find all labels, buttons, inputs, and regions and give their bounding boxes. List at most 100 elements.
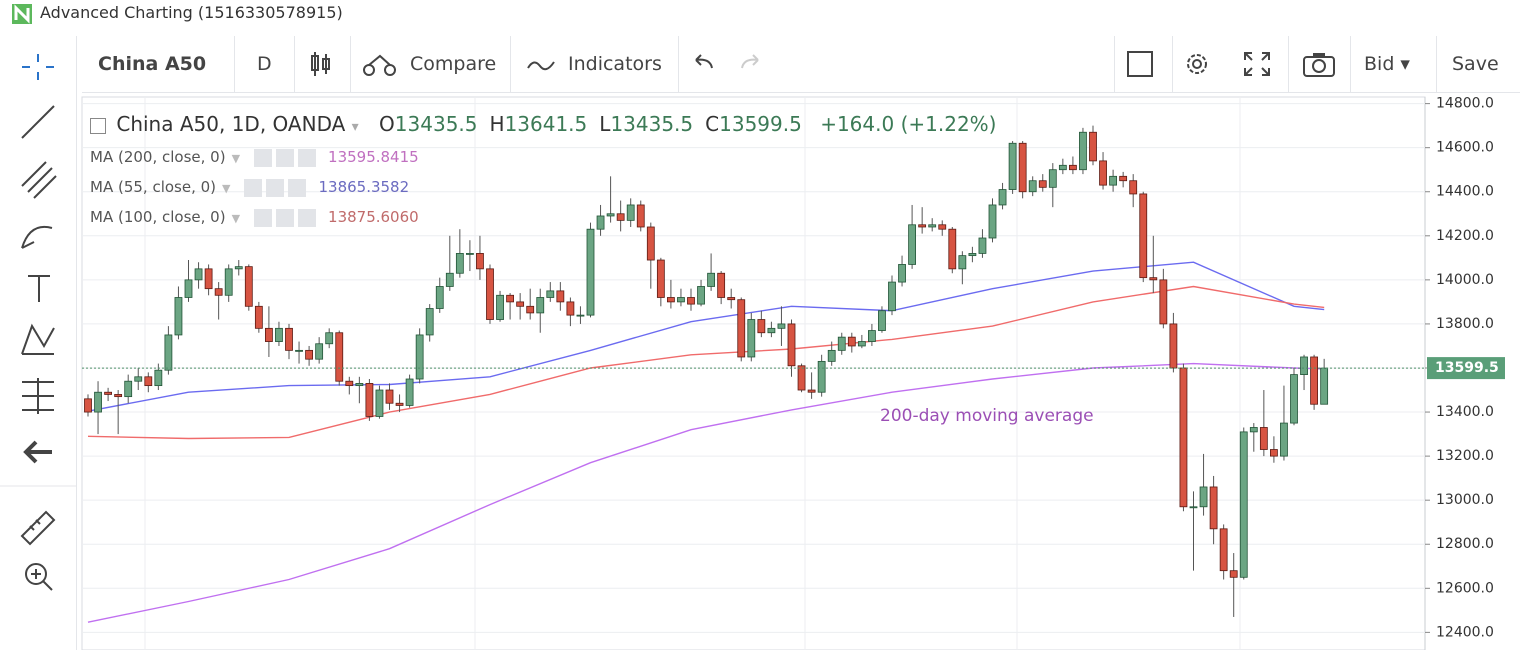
candle-body <box>1179 367 1188 508</box>
candle-body <box>1139 193 1148 279</box>
ohlc-value: 13599.5 <box>719 112 802 136</box>
settings-button[interactable] <box>1182 50 1212 78</box>
candle-body <box>1159 279 1168 325</box>
fib-tool[interactable] <box>21 161 57 199</box>
candle-body <box>435 286 444 309</box>
candle-body <box>878 310 886 331</box>
candle-body <box>1249 427 1258 433</box>
candle-body <box>1058 164 1067 171</box>
symbol[interactable]: China A50 <box>98 53 207 75</box>
candle-body <box>445 272 454 287</box>
y-tick-label: 14400.0 <box>1436 184 1494 200</box>
compare-button[interactable]: Compare <box>410 53 497 75</box>
legend-dropdown: ▼ <box>222 182 231 195</box>
candle-body <box>476 253 484 270</box>
candle-body <box>857 341 866 347</box>
last-price-box <box>1427 357 1505 380</box>
price-type[interactable]: Bid <box>1364 53 1395 75</box>
candle-body <box>968 253 977 257</box>
candle-body <box>1320 367 1329 405</box>
candle-body <box>1069 164 1077 171</box>
snapshot-button[interactable] <box>1302 50 1336 78</box>
y-tick-label: 13400.0 <box>1436 404 1494 420</box>
separator <box>1172 36 1173 92</box>
measure-tool[interactable] <box>22 378 54 414</box>
indicators-button[interactable]: Indicators <box>568 53 662 75</box>
candle-body <box>998 189 1007 206</box>
candle-body <box>345 380 354 387</box>
candle-body <box>1149 277 1158 281</box>
candle-body <box>667 297 675 303</box>
price-type-button[interactable]: Bid ▾ <box>1364 53 1410 75</box>
separator <box>350 36 351 92</box>
save-button[interactable]: Save <box>1452 53 1499 75</box>
separator <box>678 36 679 92</box>
hide-tool[interactable] <box>23 440 52 464</box>
candle-body <box>868 330 876 342</box>
fullscreen-box[interactable] <box>1126 50 1156 78</box>
candle-body <box>1229 570 1238 578</box>
candle-body <box>194 268 203 281</box>
y-tick-label: 14600.0 <box>1436 140 1494 156</box>
ohlc: O13435.5 H13641.5 L13435.5 C13599.5 <box>379 112 814 136</box>
candle-body <box>948 228 957 270</box>
candle-body <box>556 290 565 303</box>
candle-body <box>395 402 404 406</box>
candle-type-button[interactable] <box>308 50 334 78</box>
maximize-button[interactable] <box>1242 50 1272 78</box>
candle-body <box>586 228 595 316</box>
candle-body <box>315 343 324 360</box>
dropdown[interactable]: ▾ <box>351 119 359 135</box>
crosshair-tool[interactable] <box>22 54 54 80</box>
legend-icon <box>244 178 263 197</box>
candle-body <box>1038 180 1047 188</box>
candle-body <box>1028 180 1037 193</box>
candle-body <box>204 268 213 290</box>
trendline-tool[interactable] <box>21 105 55 139</box>
candle-body <box>496 294 504 320</box>
candle-body <box>84 398 92 413</box>
undo-redo[interactable] <box>692 52 762 76</box>
collapse-box[interactable] <box>90 117 106 134</box>
ruler-tool[interactable] <box>20 510 56 546</box>
y-tick-label: 14800.0 <box>1436 96 1494 112</box>
candle-body <box>114 394 123 398</box>
ohlc-value: 13641.5 <box>504 112 588 136</box>
candle-body <box>405 378 414 406</box>
candle-body <box>737 299 746 358</box>
pattern-tool[interactable] <box>21 323 55 355</box>
candle-body <box>626 204 635 221</box>
candle-body <box>1310 356 1318 405</box>
candle-body <box>1259 427 1268 450</box>
candle-body <box>807 389 816 393</box>
legend-icon <box>276 208 295 227</box>
candle-body <box>707 272 715 287</box>
candle-body <box>275 327 283 342</box>
window-title: Advanced Charting (1516330578915) <box>40 3 343 22</box>
candle-body <box>697 286 705 305</box>
candle-body <box>1119 175 1128 182</box>
candle-body <box>104 391 112 395</box>
legend-icon <box>298 148 317 167</box>
text-tool[interactable] <box>28 275 50 302</box>
legend-value: 13595.8415 <box>328 148 419 166</box>
candle-body <box>827 349 836 362</box>
candle-body <box>234 266 243 270</box>
app-icon <box>12 4 32 24</box>
candle-body <box>717 272 726 298</box>
interval[interactable]: D <box>257 53 272 75</box>
candle-body <box>355 383 364 387</box>
separator <box>1114 36 1115 92</box>
zoom-tool[interactable] <box>25 563 47 585</box>
y-tick-label: 12600.0 <box>1436 580 1494 596</box>
chart-title: China A50, 1D, OANDA <box>116 112 346 136</box>
ohlc-value: 13435.5 <box>394 112 478 136</box>
candle-body <box>506 294 515 303</box>
candle-body <box>777 323 786 329</box>
candle-body <box>305 349 314 360</box>
brush-tool[interactable] <box>21 226 53 249</box>
candle-body <box>415 334 424 380</box>
candle-body <box>385 389 394 404</box>
candle-body <box>1048 169 1057 188</box>
candle-body <box>757 319 766 334</box>
